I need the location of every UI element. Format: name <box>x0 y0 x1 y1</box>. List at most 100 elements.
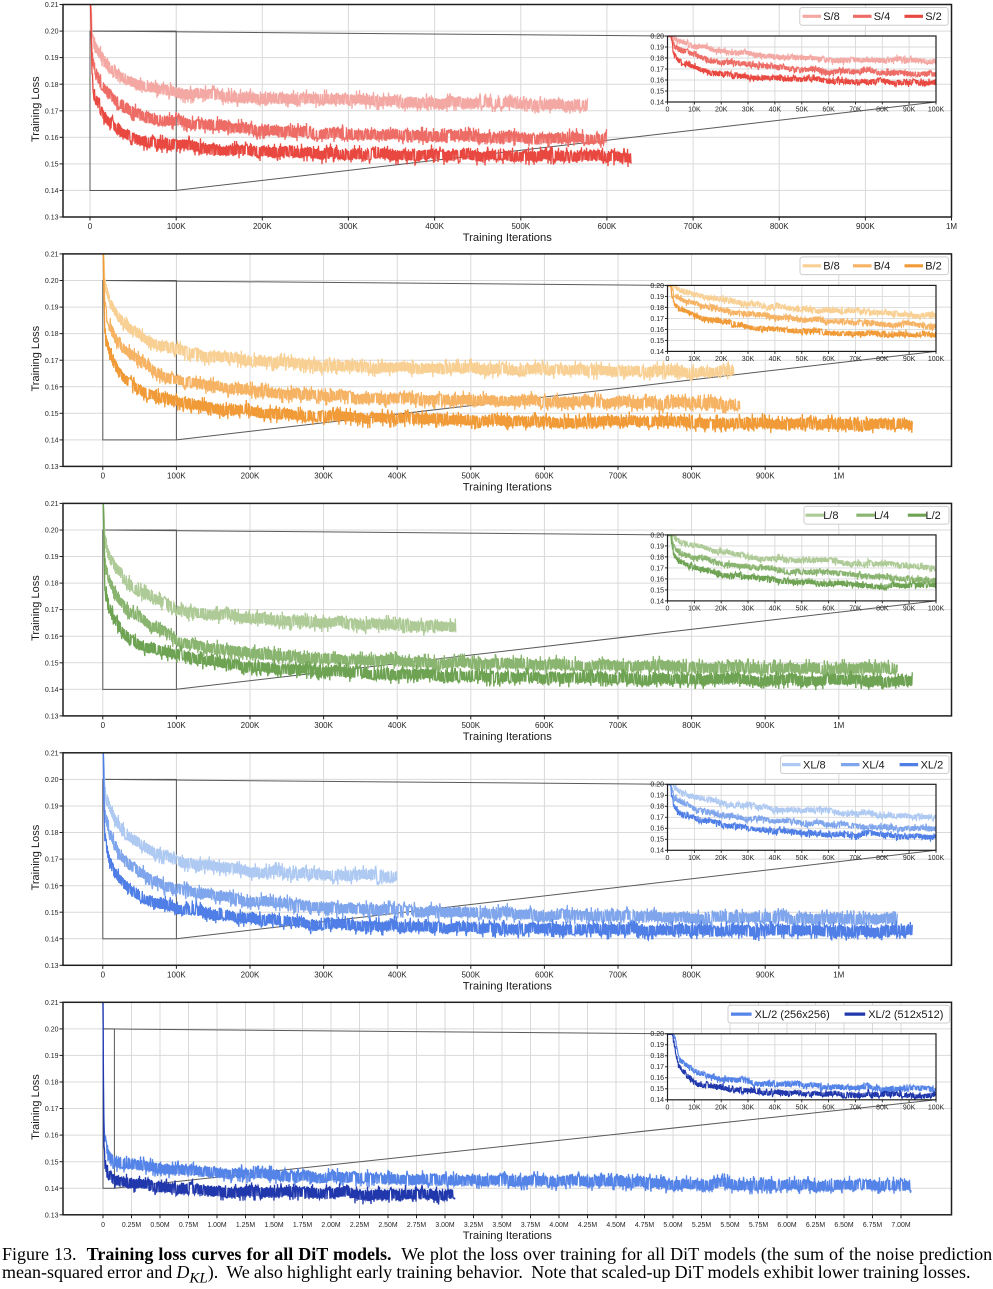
svg-text:50K: 50K <box>796 107 809 114</box>
svg-text:0.15: 0.15 <box>45 162 59 169</box>
svg-text:0.20: 0.20 <box>650 33 664 40</box>
svg-text:0.18: 0.18 <box>45 581 59 588</box>
svg-text:0.16: 0.16 <box>45 1133 59 1140</box>
svg-text:4.50M: 4.50M <box>606 1222 625 1229</box>
svg-text:800K: 800K <box>682 721 701 730</box>
svg-text:Training Loss: Training Loss <box>30 824 42 890</box>
svg-text:XL/4: XL/4 <box>862 760 885 772</box>
svg-text:0.17: 0.17 <box>650 1064 664 1071</box>
svg-text:0.16: 0.16 <box>650 77 664 84</box>
svg-text:0.13: 0.13 <box>45 714 59 721</box>
svg-text:600K: 600K <box>535 471 554 480</box>
svg-text:0.19: 0.19 <box>45 804 59 811</box>
svg-text:100K: 100K <box>928 605 945 612</box>
svg-text:7.00M: 7.00M <box>891 1222 910 1229</box>
svg-text:30K: 30K <box>742 855 755 862</box>
svg-text:0: 0 <box>101 721 106 730</box>
svg-text:50K: 50K <box>796 855 809 862</box>
svg-text:Training Iterations: Training Iterations <box>463 981 553 993</box>
svg-text:200K: 200K <box>253 222 272 231</box>
svg-text:1.50M: 1.50M <box>264 1222 283 1229</box>
svg-text:B/4: B/4 <box>874 261 891 273</box>
svg-text:5.00M: 5.00M <box>663 1222 682 1229</box>
svg-text:60K: 60K <box>822 356 835 363</box>
svg-text:0.25M: 0.25M <box>122 1222 141 1229</box>
svg-text:60K: 60K <box>822 1104 835 1111</box>
svg-text:500K: 500K <box>461 471 480 480</box>
svg-text:200K: 200K <box>241 970 260 979</box>
svg-text:Training Loss: Training Loss <box>30 1074 42 1140</box>
svg-text:50K: 50K <box>796 356 809 363</box>
svg-text:80K: 80K <box>876 1104 889 1111</box>
svg-text:50K: 50K <box>796 1104 809 1111</box>
svg-text:70K: 70K <box>849 605 862 612</box>
svg-text:XL/2 (512x512): XL/2 (512x512) <box>868 1009 943 1021</box>
svg-text:900K: 900K <box>756 721 775 730</box>
svg-text:0.14: 0.14 <box>650 598 664 605</box>
svg-text:0.20: 0.20 <box>650 283 664 290</box>
svg-text:0.14: 0.14 <box>45 687 59 694</box>
svg-text:0.19: 0.19 <box>650 793 664 800</box>
svg-text:0.18: 0.18 <box>45 830 59 837</box>
svg-text:0.20: 0.20 <box>650 782 664 789</box>
svg-text:300K: 300K <box>314 721 333 730</box>
svg-text:30K: 30K <box>742 1104 755 1111</box>
svg-text:4.00M: 4.00M <box>549 1222 568 1229</box>
svg-text:0.17: 0.17 <box>650 66 664 73</box>
svg-text:0.15: 0.15 <box>45 910 59 917</box>
svg-text:0: 0 <box>101 1222 105 1229</box>
svg-text:0.14: 0.14 <box>650 349 664 356</box>
svg-text:0.19: 0.19 <box>45 305 59 312</box>
svg-text:100K: 100K <box>167 970 186 979</box>
svg-text:400K: 400K <box>388 721 407 730</box>
svg-text:300K: 300K <box>314 471 333 480</box>
svg-text:0.21: 0.21 <box>45 1000 59 1007</box>
svg-text:70K: 70K <box>849 107 862 114</box>
svg-text:0.16: 0.16 <box>650 327 664 334</box>
svg-text:XL/2: XL/2 <box>921 760 944 772</box>
svg-text:0.20: 0.20 <box>45 777 59 784</box>
svg-text:90K: 90K <box>903 356 916 363</box>
svg-text:500K: 500K <box>461 970 480 979</box>
svg-text:0.14: 0.14 <box>45 188 59 195</box>
svg-text:20K: 20K <box>715 1104 728 1111</box>
svg-text:0.15: 0.15 <box>650 88 664 95</box>
svg-text:600K: 600K <box>598 222 617 231</box>
svg-text:0.20: 0.20 <box>45 278 59 285</box>
svg-text:700K: 700K <box>609 721 628 730</box>
svg-text:0.14: 0.14 <box>45 438 59 445</box>
svg-text:20K: 20K <box>715 855 728 862</box>
svg-text:0.17: 0.17 <box>45 607 59 614</box>
svg-text:S/2: S/2 <box>925 11 942 23</box>
svg-text:0.21: 0.21 <box>45 750 59 757</box>
svg-text:1M: 1M <box>946 222 957 231</box>
svg-text:0.19: 0.19 <box>45 55 59 62</box>
svg-text:Training Loss: Training Loss <box>30 76 42 142</box>
svg-text:0.17: 0.17 <box>45 857 59 864</box>
svg-text:400K: 400K <box>425 222 444 231</box>
svg-text:3.00M: 3.00M <box>435 1222 454 1229</box>
svg-text:70K: 70K <box>849 855 862 862</box>
svg-text:600K: 600K <box>535 970 554 979</box>
svg-text:L/8: L/8 <box>823 510 838 522</box>
svg-text:20K: 20K <box>715 605 728 612</box>
svg-text:0.19: 0.19 <box>650 1042 664 1049</box>
svg-text:S/8: S/8 <box>823 11 840 23</box>
svg-text:0.19: 0.19 <box>650 294 664 301</box>
svg-text:0.17: 0.17 <box>650 316 664 323</box>
svg-text:Training Iterations: Training Iterations <box>463 731 553 743</box>
svg-text:0.15: 0.15 <box>650 338 664 345</box>
svg-text:60K: 60K <box>822 605 835 612</box>
svg-text:2.75M: 2.75M <box>407 1222 426 1229</box>
svg-text:0.18: 0.18 <box>650 55 664 62</box>
svg-text:6.75M: 6.75M <box>863 1222 882 1229</box>
svg-text:0.15: 0.15 <box>650 587 664 594</box>
svg-text:0.20: 0.20 <box>45 1027 59 1034</box>
svg-text:3.75M: 3.75M <box>521 1222 540 1229</box>
svg-text:0.14: 0.14 <box>45 936 59 943</box>
svg-text:0.14: 0.14 <box>650 1097 664 1104</box>
svg-text:90K: 90K <box>903 1104 916 1111</box>
svg-text:1M: 1M <box>833 471 844 480</box>
svg-text:5.50M: 5.50M <box>720 1222 739 1229</box>
svg-text:0.15: 0.15 <box>45 1159 59 1166</box>
